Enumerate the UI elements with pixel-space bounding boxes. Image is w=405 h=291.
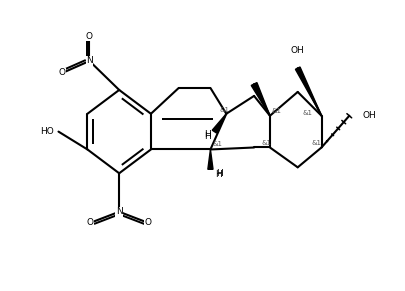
Text: &1: &1	[272, 108, 282, 114]
Text: O: O	[86, 32, 93, 41]
Polygon shape	[208, 150, 213, 169]
Polygon shape	[212, 114, 226, 133]
Text: &1: &1	[220, 107, 230, 113]
Text: N: N	[86, 56, 93, 65]
Text: &1: &1	[262, 140, 272, 146]
Text: HO: HO	[40, 127, 53, 136]
Text: H: H	[204, 132, 211, 141]
Text: OH: OH	[362, 111, 376, 120]
Text: &1: &1	[311, 140, 322, 146]
Text: H: H	[216, 169, 223, 178]
Text: O: O	[59, 68, 66, 77]
Text: OH: OH	[291, 47, 305, 56]
Text: O: O	[87, 218, 94, 227]
Text: O: O	[145, 218, 151, 227]
Text: H: H	[204, 130, 211, 139]
Text: H: H	[215, 170, 222, 179]
Text: &1: &1	[303, 110, 313, 116]
Polygon shape	[295, 67, 322, 116]
Text: &1: &1	[212, 141, 222, 147]
Polygon shape	[251, 83, 270, 116]
Text: N: N	[116, 207, 123, 216]
